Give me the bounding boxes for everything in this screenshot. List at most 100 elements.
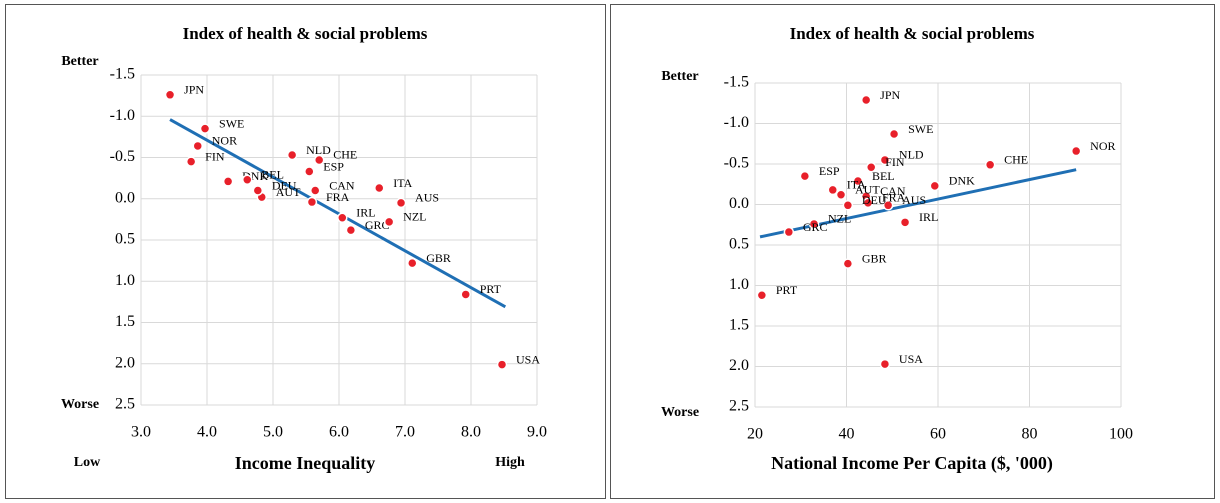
data-point (286, 149, 298, 161)
data-point (842, 200, 854, 211)
x-tick-label: 100 (1109, 426, 1133, 443)
data-point (842, 258, 854, 269)
panel-border (610, 4, 1215, 499)
data-point (879, 358, 891, 370)
point-label: AUT (855, 183, 880, 197)
point-label: GRC (803, 220, 828, 234)
y-tick-label: -1.0 (724, 114, 749, 131)
data-point (929, 180, 941, 192)
data-point (860, 94, 872, 106)
data-point (164, 89, 176, 101)
data-point (862, 197, 874, 209)
y-tick-label: 2.5 (115, 396, 135, 413)
data-point (783, 226, 795, 238)
data-point (309, 185, 321, 196)
point-label: NZL (828, 212, 851, 226)
x-tick-label: 5.0 (263, 424, 283, 441)
x-tick-label: 6.0 (329, 424, 349, 441)
point-label: CAN (329, 178, 355, 192)
data-point (192, 140, 204, 152)
data-point (984, 159, 996, 171)
y-tick-label: -0.5 (724, 155, 749, 172)
y-tick-label: -0.5 (110, 148, 135, 165)
data-point (383, 216, 395, 228)
chart-title: Index of health & social problems (183, 24, 428, 43)
point-label: IRL (919, 210, 938, 224)
data-point (222, 176, 234, 187)
y-tick-label: -1.0 (110, 107, 135, 124)
data-point (756, 289, 768, 301)
point-label: CHE (1004, 153, 1028, 167)
point-label: GBR (862, 251, 887, 265)
y-tick-label: 2.0 (729, 357, 749, 374)
data-point (460, 289, 471, 300)
data-point (185, 156, 197, 167)
data-point (882, 200, 894, 211)
point-label: AUT (276, 185, 301, 199)
point-label: ITA (393, 176, 412, 190)
point-label: FRA (882, 191, 906, 205)
point-label: ITA (847, 178, 866, 192)
point-label: CHE (333, 148, 357, 162)
trend-line (169, 118, 507, 309)
y-tick-label: 1.0 (115, 272, 135, 289)
y-tick-label: 2.0 (115, 354, 135, 371)
point-label: ESP (323, 159, 344, 173)
data-point (345, 224, 357, 236)
point-label: DEU (862, 193, 887, 207)
point-label: IRL (356, 205, 375, 219)
data-point (252, 185, 264, 196)
x-low-label: Low (74, 455, 101, 470)
data-point (852, 175, 864, 187)
point-label: PRT (776, 283, 798, 297)
data-point (313, 154, 325, 166)
point-label: AUS (415, 191, 439, 205)
chart-title: Index of health & social problems (790, 24, 1035, 43)
data-point (899, 217, 911, 228)
data-point (496, 359, 508, 370)
data-point (407, 257, 418, 269)
x-tick-label: 9.0 (527, 424, 547, 441)
y-tick-label: 0.0 (729, 195, 749, 212)
data-point (374, 182, 385, 194)
x-tick-label: 20 (747, 426, 763, 443)
data-point (395, 197, 407, 209)
x-tick-label: 60 (930, 426, 946, 443)
point-label: FIN (205, 149, 225, 163)
data-point (808, 218, 820, 230)
x-tick-label: 7.0 (395, 424, 415, 441)
y-tick-label: 1.5 (115, 313, 135, 330)
y-tick-label: 0.5 (729, 236, 749, 253)
y-bottom-label: Worse (661, 405, 699, 420)
data-point (827, 184, 839, 196)
point-label: NLD (899, 148, 924, 162)
point-label: SWE (219, 116, 244, 130)
x-tick-label: 80 (1022, 426, 1038, 443)
x-tick-label: 40 (839, 426, 855, 443)
y-tick-label: 0.0 (115, 189, 135, 206)
point-label: ESP (819, 164, 840, 178)
y-tick-label: 1.0 (729, 276, 749, 293)
point-label: FRA (326, 190, 350, 204)
panel-border (5, 4, 606, 499)
point-label: NOR (212, 134, 237, 148)
point-label: PRT (480, 282, 502, 296)
x-axis-title: National Income Per Capita ($, '000) (771, 453, 1053, 474)
data-point (865, 161, 877, 173)
x-axis-title: Income Inequality (235, 453, 376, 473)
data-point (835, 189, 847, 201)
point-label: JPN (184, 83, 204, 97)
data-point (888, 128, 900, 140)
data-point (306, 196, 318, 208)
data-point (337, 212, 348, 223)
x-tick-label: 8.0 (461, 424, 481, 441)
point-label: JPN (880, 88, 900, 102)
x-tick-label: 4.0 (197, 424, 217, 441)
point-label: BEL (872, 169, 895, 183)
point-label: AUS (902, 193, 926, 207)
y-tick-label: 0.5 (115, 231, 135, 248)
point-label: USA (516, 352, 540, 366)
point-label: GBR (426, 251, 451, 265)
point-label: CAN (880, 184, 906, 198)
